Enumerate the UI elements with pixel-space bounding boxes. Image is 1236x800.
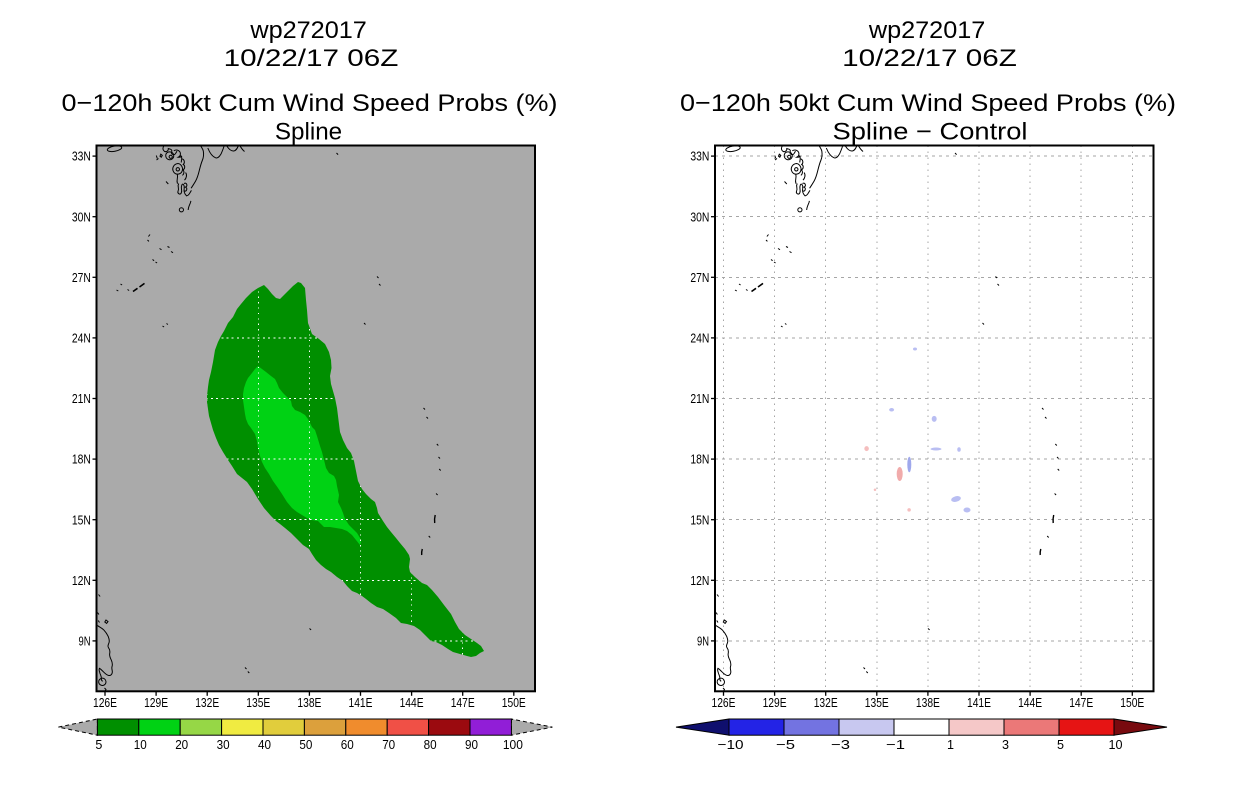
svg-text:wp272017: wp272017 [868, 17, 986, 44]
svg-text:−5: −5 [776, 737, 795, 752]
svg-text:20: 20 [175, 737, 188, 752]
svg-text:70: 70 [382, 737, 395, 752]
svg-text:24N: 24N [72, 331, 91, 346]
svg-text:−1: −1 [886, 737, 905, 752]
svg-text:138E: 138E [916, 695, 940, 710]
svg-text:12N: 12N [690, 573, 709, 588]
svg-text:10/22/17 06Z: 10/22/17 06Z [842, 45, 1017, 72]
svg-text:135E: 135E [246, 695, 270, 710]
svg-text:10: 10 [134, 737, 147, 752]
svg-text:132E: 132E [814, 695, 838, 710]
svg-text:5: 5 [1057, 737, 1064, 752]
svg-text:141E: 141E [967, 695, 991, 710]
svg-text:40: 40 [258, 737, 271, 752]
svg-text:10: 10 [1109, 737, 1123, 752]
svg-text:150E: 150E [502, 695, 526, 710]
svg-text:138E: 138E [297, 695, 321, 710]
svg-text:144E: 144E [1018, 695, 1042, 710]
svg-text:141E: 141E [349, 695, 373, 710]
svg-text:−10: −10 [718, 737, 744, 752]
svg-text:30N: 30N [72, 209, 91, 224]
svg-text:100: 100 [503, 737, 523, 752]
svg-text:0−120h 50kt Cum Wind Speed Pro: 0−120h 50kt Cum Wind Speed Probs (%) [680, 90, 1176, 117]
svg-text:1: 1 [947, 737, 954, 752]
svg-text:wp272017: wp272017 [249, 17, 367, 44]
svg-text:12N: 12N [72, 573, 91, 588]
svg-text:33N: 33N [690, 149, 709, 164]
svg-text:5: 5 [95, 737, 102, 752]
svg-text:30: 30 [217, 737, 230, 752]
svg-text:150E: 150E [1120, 695, 1144, 710]
svg-text:132E: 132E [195, 695, 219, 710]
svg-text:147E: 147E [1069, 695, 1093, 710]
svg-text:27N: 27N [690, 270, 709, 285]
svg-text:33N: 33N [72, 149, 91, 164]
svg-text:27N: 27N [72, 270, 91, 285]
svg-text:144E: 144E [400, 695, 424, 710]
svg-text:135E: 135E [865, 695, 889, 710]
svg-text:80: 80 [424, 737, 437, 752]
svg-text:Spline: Spline [275, 118, 342, 145]
svg-text:129E: 129E [763, 695, 787, 710]
svg-text:21N: 21N [690, 391, 709, 406]
svg-text:10/22/17 06Z: 10/22/17 06Z [224, 45, 399, 72]
svg-text:−3: −3 [831, 737, 850, 752]
svg-text:147E: 147E [451, 695, 475, 710]
svg-text:126E: 126E [93, 695, 117, 710]
svg-text:60: 60 [341, 737, 354, 752]
svg-text:9N: 9N [79, 634, 91, 649]
svg-text:15N: 15N [72, 512, 91, 527]
svg-text:18N: 18N [72, 452, 91, 467]
svg-text:126E: 126E [712, 695, 736, 710]
svg-text:0−120h 50kt Cum Wind Speed Pro: 0−120h 50kt Cum Wind Speed Probs (%) [62, 90, 558, 117]
svg-text:18N: 18N [690, 452, 709, 467]
svg-text:3: 3 [1002, 737, 1009, 752]
svg-text:21N: 21N [72, 391, 91, 406]
svg-text:129E: 129E [144, 695, 168, 710]
svg-text:15N: 15N [690, 512, 709, 527]
svg-text:9N: 9N [697, 634, 709, 649]
svg-text:90: 90 [465, 737, 478, 752]
svg-text:50: 50 [299, 737, 312, 752]
svg-text:Spline − Control: Spline − Control [833, 118, 1028, 145]
svg-text:30N: 30N [690, 209, 709, 224]
svg-text:24N: 24N [690, 331, 709, 346]
